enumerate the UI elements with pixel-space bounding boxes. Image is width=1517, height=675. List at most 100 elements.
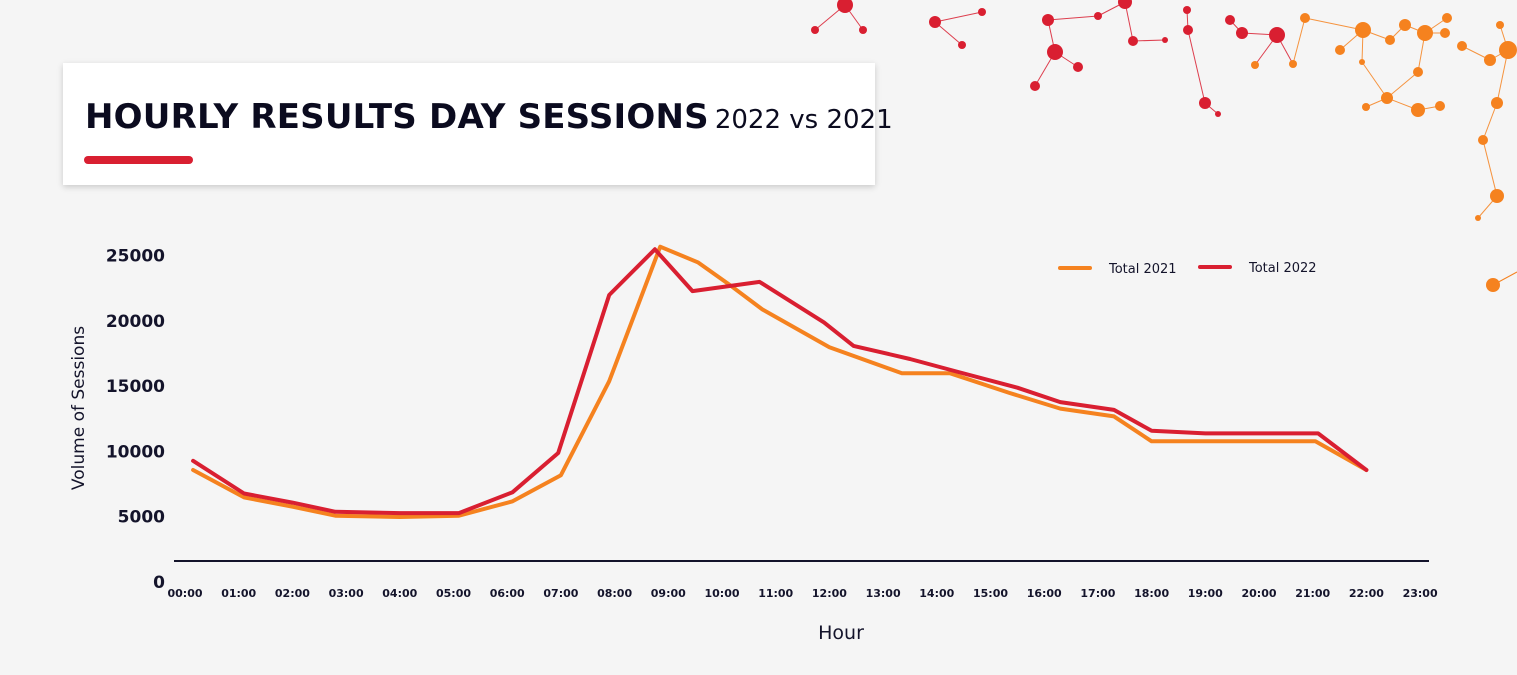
network-node bbox=[1289, 60, 1297, 68]
y-tick-label: 5000 bbox=[118, 508, 165, 528]
legend: Total 2021 Total 2022 bbox=[1058, 261, 1317, 277]
network-node bbox=[1457, 41, 1467, 51]
x-tick-label: 20:00 bbox=[1241, 587, 1276, 600]
network-node bbox=[1411, 103, 1425, 117]
network-node bbox=[1490, 189, 1504, 203]
network-node bbox=[1435, 101, 1445, 111]
x-tick-label: 07:00 bbox=[543, 587, 578, 600]
x-tick-label: 08:00 bbox=[597, 587, 632, 600]
network-node bbox=[1385, 35, 1395, 45]
network-node bbox=[1399, 19, 1411, 31]
network-node bbox=[1499, 41, 1517, 59]
network-node bbox=[1413, 67, 1423, 77]
network-link bbox=[1496, 49, 1509, 104]
x-tick-label: 10:00 bbox=[704, 587, 739, 600]
legend-label: Total 2022 bbox=[1248, 261, 1317, 276]
network-node bbox=[1359, 59, 1365, 65]
network-node bbox=[1362, 103, 1370, 111]
network-node bbox=[1162, 37, 1168, 43]
network-node bbox=[1183, 6, 1191, 14]
x-tick-label: 06:00 bbox=[490, 587, 525, 600]
network-node bbox=[1300, 13, 1310, 23]
x-tick-label: 21:00 bbox=[1295, 587, 1330, 600]
x-tick-label: 15:00 bbox=[973, 587, 1008, 600]
x-axis: 00:00 01:00 02:00 03:00 04:00 05:00 06:00 07:00… bbox=[167, 587, 1437, 600]
legend-label: Total 2021 bbox=[1108, 262, 1177, 277]
network-link bbox=[1482, 102, 1498, 141]
network-node bbox=[1128, 36, 1138, 46]
network-link bbox=[1304, 17, 1364, 31]
network-node bbox=[1042, 14, 1054, 26]
network-node bbox=[1478, 135, 1488, 145]
network-link bbox=[1132, 39, 1166, 42]
x-tick-label: 19:00 bbox=[1188, 587, 1223, 600]
network-node bbox=[1183, 25, 1193, 35]
network-node bbox=[1199, 97, 1211, 109]
y-tick-label: 20000 bbox=[106, 312, 165, 332]
network-node bbox=[1225, 15, 1235, 25]
series-line-total-2021 bbox=[191, 244, 1369, 519]
y-tick-label: 0 bbox=[153, 573, 165, 593]
network-node bbox=[1236, 27, 1248, 39]
chart-title-sub: 2022 vs 2021 bbox=[714, 105, 893, 135]
network-node bbox=[859, 26, 867, 34]
x-axis-title: Hour bbox=[818, 622, 864, 644]
network-node bbox=[1251, 61, 1259, 69]
x-tick-label: 02:00 bbox=[275, 587, 310, 600]
network-node bbox=[1381, 92, 1393, 104]
x-tick-label: 03:00 bbox=[329, 587, 364, 600]
x-tick-label: 01:00 bbox=[221, 587, 256, 600]
network-node bbox=[1047, 44, 1063, 60]
network-node bbox=[1486, 278, 1500, 292]
x-tick-label: 09:00 bbox=[651, 587, 686, 600]
network-node bbox=[929, 16, 941, 28]
network-node bbox=[1442, 13, 1452, 23]
x-tick-label: 12:00 bbox=[812, 587, 847, 600]
x-tick-label: 14:00 bbox=[919, 587, 954, 600]
network-node bbox=[1355, 22, 1371, 38]
network-link bbox=[1292, 17, 1306, 65]
network-node bbox=[1118, 0, 1132, 9]
network-node bbox=[978, 8, 986, 16]
chart-title-main: HOURLY RESULTS DAY SESSIONS bbox=[85, 97, 709, 137]
network-link bbox=[934, 11, 983, 23]
y-tick-label: 15000 bbox=[106, 377, 165, 397]
network-link bbox=[1361, 61, 1388, 99]
network-node bbox=[1491, 97, 1503, 109]
network-node bbox=[1073, 62, 1083, 72]
network-node bbox=[1269, 27, 1285, 43]
x-tick-label: 00:00 bbox=[167, 587, 202, 600]
network-node bbox=[1440, 28, 1450, 38]
x-tick-label: 18:00 bbox=[1134, 587, 1169, 600]
network-link bbox=[1386, 71, 1419, 99]
network-link bbox=[1482, 139, 1498, 197]
network-node bbox=[1496, 21, 1504, 29]
network-nodes bbox=[811, 0, 1517, 292]
title-accent-underline bbox=[84, 156, 193, 164]
network-node bbox=[1094, 12, 1102, 20]
x-tick-label: 16:00 bbox=[1027, 587, 1062, 600]
network-link bbox=[1047, 15, 1099, 21]
network-node bbox=[1215, 111, 1221, 117]
x-tick-label: 05:00 bbox=[436, 587, 471, 600]
y-tick-label: 25000 bbox=[106, 247, 165, 267]
network-node bbox=[837, 0, 853, 13]
network-node bbox=[1335, 45, 1345, 55]
network-node bbox=[1417, 25, 1433, 41]
x-tick-label: 13:00 bbox=[866, 587, 901, 600]
title-card: HOURLY RESULTS DAY SESSIONS 2022 vs 2021 bbox=[63, 63, 893, 185]
network-node bbox=[958, 41, 966, 49]
x-tick-label: 11:00 bbox=[758, 587, 793, 600]
network-link bbox=[1187, 29, 1206, 104]
x-tick-label: 04:00 bbox=[382, 587, 417, 600]
y-axis-title: Volume of Sessions bbox=[69, 326, 89, 490]
network-node bbox=[1484, 54, 1496, 66]
y-tick-label: 10000 bbox=[106, 442, 165, 462]
network-node bbox=[1030, 81, 1040, 91]
y-axis: 25000 20000 15000 10000 5000 0 bbox=[106, 247, 165, 594]
x-tick-label: 17:00 bbox=[1080, 587, 1115, 600]
chart-title: HOURLY RESULTS DAY SESSIONS 2022 vs 2021 bbox=[85, 97, 893, 137]
series-line-total-2022 bbox=[191, 247, 1369, 516]
